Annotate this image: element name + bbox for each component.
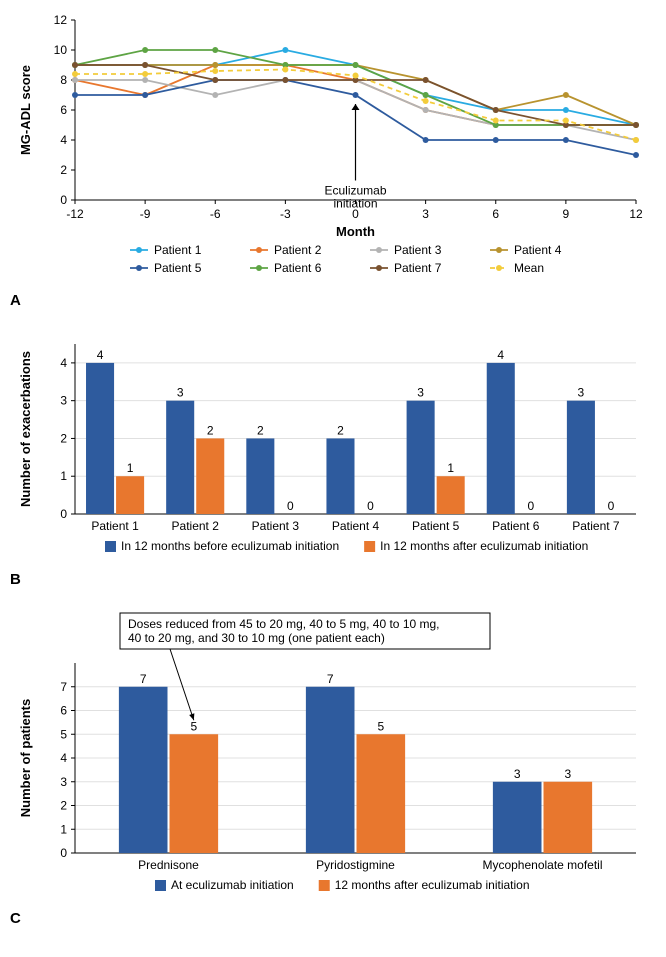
- svg-text:6: 6: [60, 704, 67, 718]
- svg-text:Pyridostigmine: Pyridostigmine: [316, 858, 395, 872]
- svg-text:12 months after eculizumab ini: 12 months after eculizumab initiation: [335, 878, 530, 892]
- svg-text:Mycophenolate mofetil: Mycophenolate mofetil: [482, 858, 602, 872]
- svg-text:Patient 1: Patient 1: [91, 519, 139, 533]
- svg-text:7: 7: [327, 672, 334, 686]
- svg-text:3: 3: [177, 386, 184, 400]
- svg-text:12: 12: [629, 207, 643, 221]
- svg-text:4: 4: [60, 751, 67, 765]
- svg-text:Patient 7: Patient 7: [394, 261, 442, 275]
- svg-text:5: 5: [377, 719, 384, 733]
- svg-text:0: 0: [60, 193, 67, 207]
- panel-a: 024681012-12-9-6-3036912MG-ADL scoreMont…: [10, 10, 656, 309]
- svg-text:2: 2: [60, 431, 67, 445]
- svg-text:6: 6: [60, 103, 67, 117]
- svg-text:-12: -12: [66, 207, 84, 221]
- svg-text:Patient 4: Patient 4: [514, 243, 562, 257]
- svg-text:Patient 5: Patient 5: [412, 519, 460, 533]
- svg-text:4: 4: [60, 133, 67, 147]
- svg-text:5: 5: [60, 727, 67, 741]
- svg-text:4: 4: [97, 348, 104, 362]
- svg-text:Month: Month: [336, 224, 375, 239]
- svg-text:3: 3: [564, 767, 571, 781]
- svg-text:5: 5: [190, 719, 197, 733]
- svg-text:1: 1: [127, 461, 134, 475]
- svg-text:Patient 3: Patient 3: [252, 519, 300, 533]
- svg-text:Number of patients: Number of patients: [18, 699, 33, 817]
- svg-text:3: 3: [60, 775, 67, 789]
- svg-text:1: 1: [60, 822, 67, 836]
- svg-text:3: 3: [578, 386, 585, 400]
- svg-text:6: 6: [492, 207, 499, 221]
- svg-text:In 12 months before eculizumab: In 12 months before eculizumab initiatio…: [121, 539, 339, 553]
- svg-text:Number of exacerbations: Number of exacerbations: [18, 351, 33, 507]
- svg-text:3: 3: [422, 207, 429, 221]
- svg-text:3: 3: [514, 767, 521, 781]
- svg-text:2: 2: [60, 799, 67, 813]
- svg-text:Patient 1: Patient 1: [154, 243, 202, 257]
- svg-text:10: 10: [54, 43, 68, 57]
- svg-text:Patient 2: Patient 2: [172, 519, 220, 533]
- svg-text:1: 1: [447, 461, 454, 475]
- svg-text:Mean: Mean: [514, 261, 544, 275]
- bar-chart-c: 0 1 2 3 4 5 6 7 Number of patients 7 5 Prednisone 7 5…: [10, 608, 656, 908]
- svg-text:9: 9: [563, 207, 570, 221]
- svg-text:2: 2: [60, 163, 67, 177]
- svg-text:4: 4: [497, 348, 504, 362]
- svg-text:1: 1: [60, 469, 67, 483]
- svg-text:Patient 7: Patient 7: [572, 519, 620, 533]
- svg-text:Patient 6: Patient 6: [492, 519, 540, 533]
- svg-text:4: 4: [60, 356, 67, 370]
- svg-text:Patient 2: Patient 2: [274, 243, 322, 257]
- svg-text:2: 2: [337, 423, 344, 437]
- svg-text:0: 0: [608, 499, 615, 513]
- svg-text:0: 0: [60, 507, 67, 521]
- panel-b: 0 1 2 3 4 4 1 Patient 1 3 2 Patient 2 2 0 Patient 3 2 0…: [10, 329, 656, 588]
- panel-c-label: C: [10, 910, 656, 927]
- panel-b-label: B: [10, 571, 656, 588]
- svg-text:0: 0: [527, 499, 534, 513]
- bar-chart-b: 0 1 2 3 4 4 1 Patient 1 3 2 Patient 2 2 0 Patient 3 2 0…: [10, 329, 656, 569]
- svg-text:Eculizumab: Eculizumab: [324, 184, 386, 198]
- svg-text:0: 0: [367, 499, 374, 513]
- svg-text:-6: -6: [210, 207, 221, 221]
- panel-a-label: A: [10, 292, 656, 309]
- svg-text:initiation: initiation: [333, 197, 377, 211]
- svg-text:40 to 20 mg, and 30 to 10 mg (: 40 to 20 mg, and 30 to 10 mg (one patien…: [128, 631, 385, 645]
- svg-text:3: 3: [417, 386, 424, 400]
- svg-text:Doses reduced from 45 to 20 mg: Doses reduced from 45 to 20 mg, 40 to 5 …: [128, 617, 440, 631]
- svg-text:7: 7: [60, 680, 67, 694]
- line-chart: 024681012-12-9-6-3036912MG-ADL scoreMont…: [10, 10, 656, 290]
- svg-text:In 12 months after eculizumab: In 12 months after eculizumab initiation: [380, 539, 588, 553]
- svg-text:MG-ADL score: MG-ADL score: [18, 65, 33, 155]
- svg-text:0: 0: [60, 846, 67, 860]
- svg-text:At eculizumab initiation: At eculizumab initiation: [171, 878, 294, 892]
- svg-text:-3: -3: [280, 207, 291, 221]
- svg-text:Patient 6: Patient 6: [274, 261, 322, 275]
- svg-text:Patient 5: Patient 5: [154, 261, 202, 275]
- svg-text:7: 7: [140, 672, 147, 686]
- svg-text:3: 3: [60, 394, 67, 408]
- svg-text:8: 8: [60, 73, 67, 87]
- svg-text:Patient 4: Patient 4: [332, 519, 380, 533]
- svg-text:Patient 3: Patient 3: [394, 243, 442, 257]
- svg-text:2: 2: [207, 423, 214, 437]
- panel-c: 0 1 2 3 4 5 6 7 Number of patients 7 5 Prednisone 7 5…: [10, 608, 656, 927]
- svg-text:12: 12: [54, 13, 68, 27]
- svg-text:-9: -9: [140, 207, 151, 221]
- svg-text:Prednisone: Prednisone: [138, 858, 199, 872]
- svg-text:2: 2: [257, 423, 264, 437]
- svg-text:0: 0: [287, 499, 294, 513]
